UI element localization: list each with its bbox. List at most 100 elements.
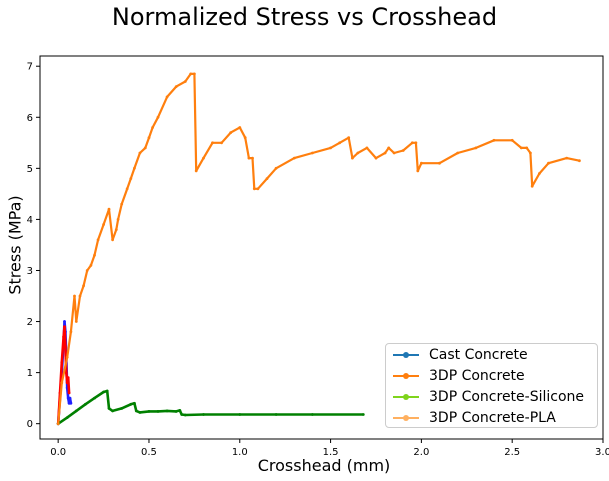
series-3-point [229, 131, 233, 135]
series-2-point [147, 410, 151, 413]
y-tick-label: 1 [27, 368, 33, 379]
series-3-point [247, 156, 251, 160]
series-3-point [438, 161, 441, 165]
series-3-point [133, 166, 136, 170]
series-1-point [66, 376, 70, 380]
series-2-point [274, 413, 278, 416]
series-3-point [147, 136, 151, 140]
series-3-point [243, 136, 247, 140]
series-2-point [111, 409, 114, 413]
x-tick-label: 2.0 [413, 447, 429, 458]
series-3-point [165, 95, 169, 99]
series-3-point [356, 151, 360, 155]
x-axis-label: Crosshead (mm) [257, 456, 391, 475]
series-3-point [120, 202, 124, 206]
legend-item-3dp-concrete-pla: 3DP Concrete-PLA [386, 408, 597, 428]
series-3-point [578, 159, 581, 163]
series-2-point [134, 409, 138, 413]
legend-marker [403, 394, 409, 400]
series-3-point [114, 228, 118, 232]
series-3-point [65, 355, 69, 359]
series-3-point [292, 156, 296, 160]
x-tick-label: 2.5 [504, 447, 520, 458]
series-3-point [138, 151, 142, 155]
series-2-point [138, 411, 142, 414]
y-axis-ticks: 0 1 2 3 4 5 6 7 [27, 62, 40, 430]
series-0-point [69, 401, 73, 405]
y-tick-label: 0 [27, 419, 33, 430]
series-3-point [125, 187, 129, 191]
series-2-point [105, 389, 109, 393]
series-3-point [311, 151, 314, 155]
series-2-point [133, 401, 136, 405]
series-3-point [56, 422, 60, 426]
y-tick-label: 2 [27, 317, 33, 328]
legend-marker [403, 415, 409, 421]
series-3-point [89, 264, 93, 267]
x-axis-ticks: 0.0 0.5 1.0 1.5 2.0 2.5 3.0 [50, 439, 609, 458]
series-2-point [361, 413, 365, 416]
series-3-point [211, 141, 214, 145]
legend-label: 3DP Concrete [429, 368, 525, 384]
series-3-point [265, 177, 269, 181]
series-3-point [510, 138, 514, 142]
series-3-point [274, 166, 278, 170]
series-line-3 [57, 72, 580, 424]
x-tick-label: 1.0 [232, 447, 248, 458]
series-3-point [329, 146, 332, 150]
y-tick-label: 4 [27, 215, 33, 226]
series-2-point [183, 413, 187, 417]
series-2-point [174, 410, 178, 413]
series-3-point [256, 187, 260, 191]
series-3-point [194, 169, 198, 173]
series-2-point [74, 409, 78, 413]
legend-item-3dp-concrete-silicone: 3DP Concrete-Silicone [386, 387, 597, 407]
series-3-point [338, 141, 342, 145]
x-tick-label: 0.0 [50, 447, 66, 458]
x-tick-label: 0.5 [141, 447, 157, 458]
series-3-point [189, 72, 193, 76]
legend: Cast Concrete 3DP Concrete 3DP Concrete-… [385, 343, 598, 428]
chart-title: Normalized Stress vs Crosshead [111, 3, 498, 31]
series-2-point [202, 413, 205, 416]
legend-label: 3DP Concrete-Silicone [429, 389, 585, 405]
series-1-point [64, 345, 67, 349]
series-3-point [529, 151, 532, 155]
series-2-point [165, 409, 169, 413]
series-3-point [193, 72, 196, 76]
series-3-point [102, 223, 105, 226]
series-2-point [65, 416, 69, 419]
series-3-point [129, 177, 133, 181]
series-3-point [251, 156, 254, 160]
series-3-point [401, 149, 405, 152]
series-0-point [63, 320, 66, 323]
series-3-point [414, 141, 418, 145]
series-3-point [107, 207, 111, 211]
x-tick-label: 1.5 [323, 447, 339, 458]
axes-frame [39, 55, 604, 440]
series-3-point [82, 284, 85, 288]
series-1-point [67, 391, 71, 395]
series-3-point [383, 151, 387, 155]
series-3-point [420, 161, 423, 165]
series-3-point [374, 156, 378, 160]
legend-label: 3DP Concrete-PLA [429, 410, 556, 426]
series-3-point [530, 184, 534, 188]
series-3-point [174, 85, 178, 88]
series-3-point [456, 151, 460, 155]
series-3-point [365, 146, 369, 150]
series-2-point [156, 410, 160, 413]
series-3-point [116, 218, 120, 221]
series-3-point [416, 169, 420, 173]
series-3-point [85, 269, 89, 272]
series-1-point [64, 371, 68, 374]
y-tick-label: 5 [27, 164, 33, 175]
series-0-point [68, 396, 72, 400]
legend-item-3dp-concrete: 3DP Concrete [386, 366, 597, 386]
series-3-point [143, 146, 147, 150]
series-1-point [65, 381, 69, 385]
plot-area [56, 72, 581, 426]
series-3-point [183, 80, 187, 83]
series-2-point [93, 396, 96, 400]
series-line-2 [57, 389, 364, 425]
